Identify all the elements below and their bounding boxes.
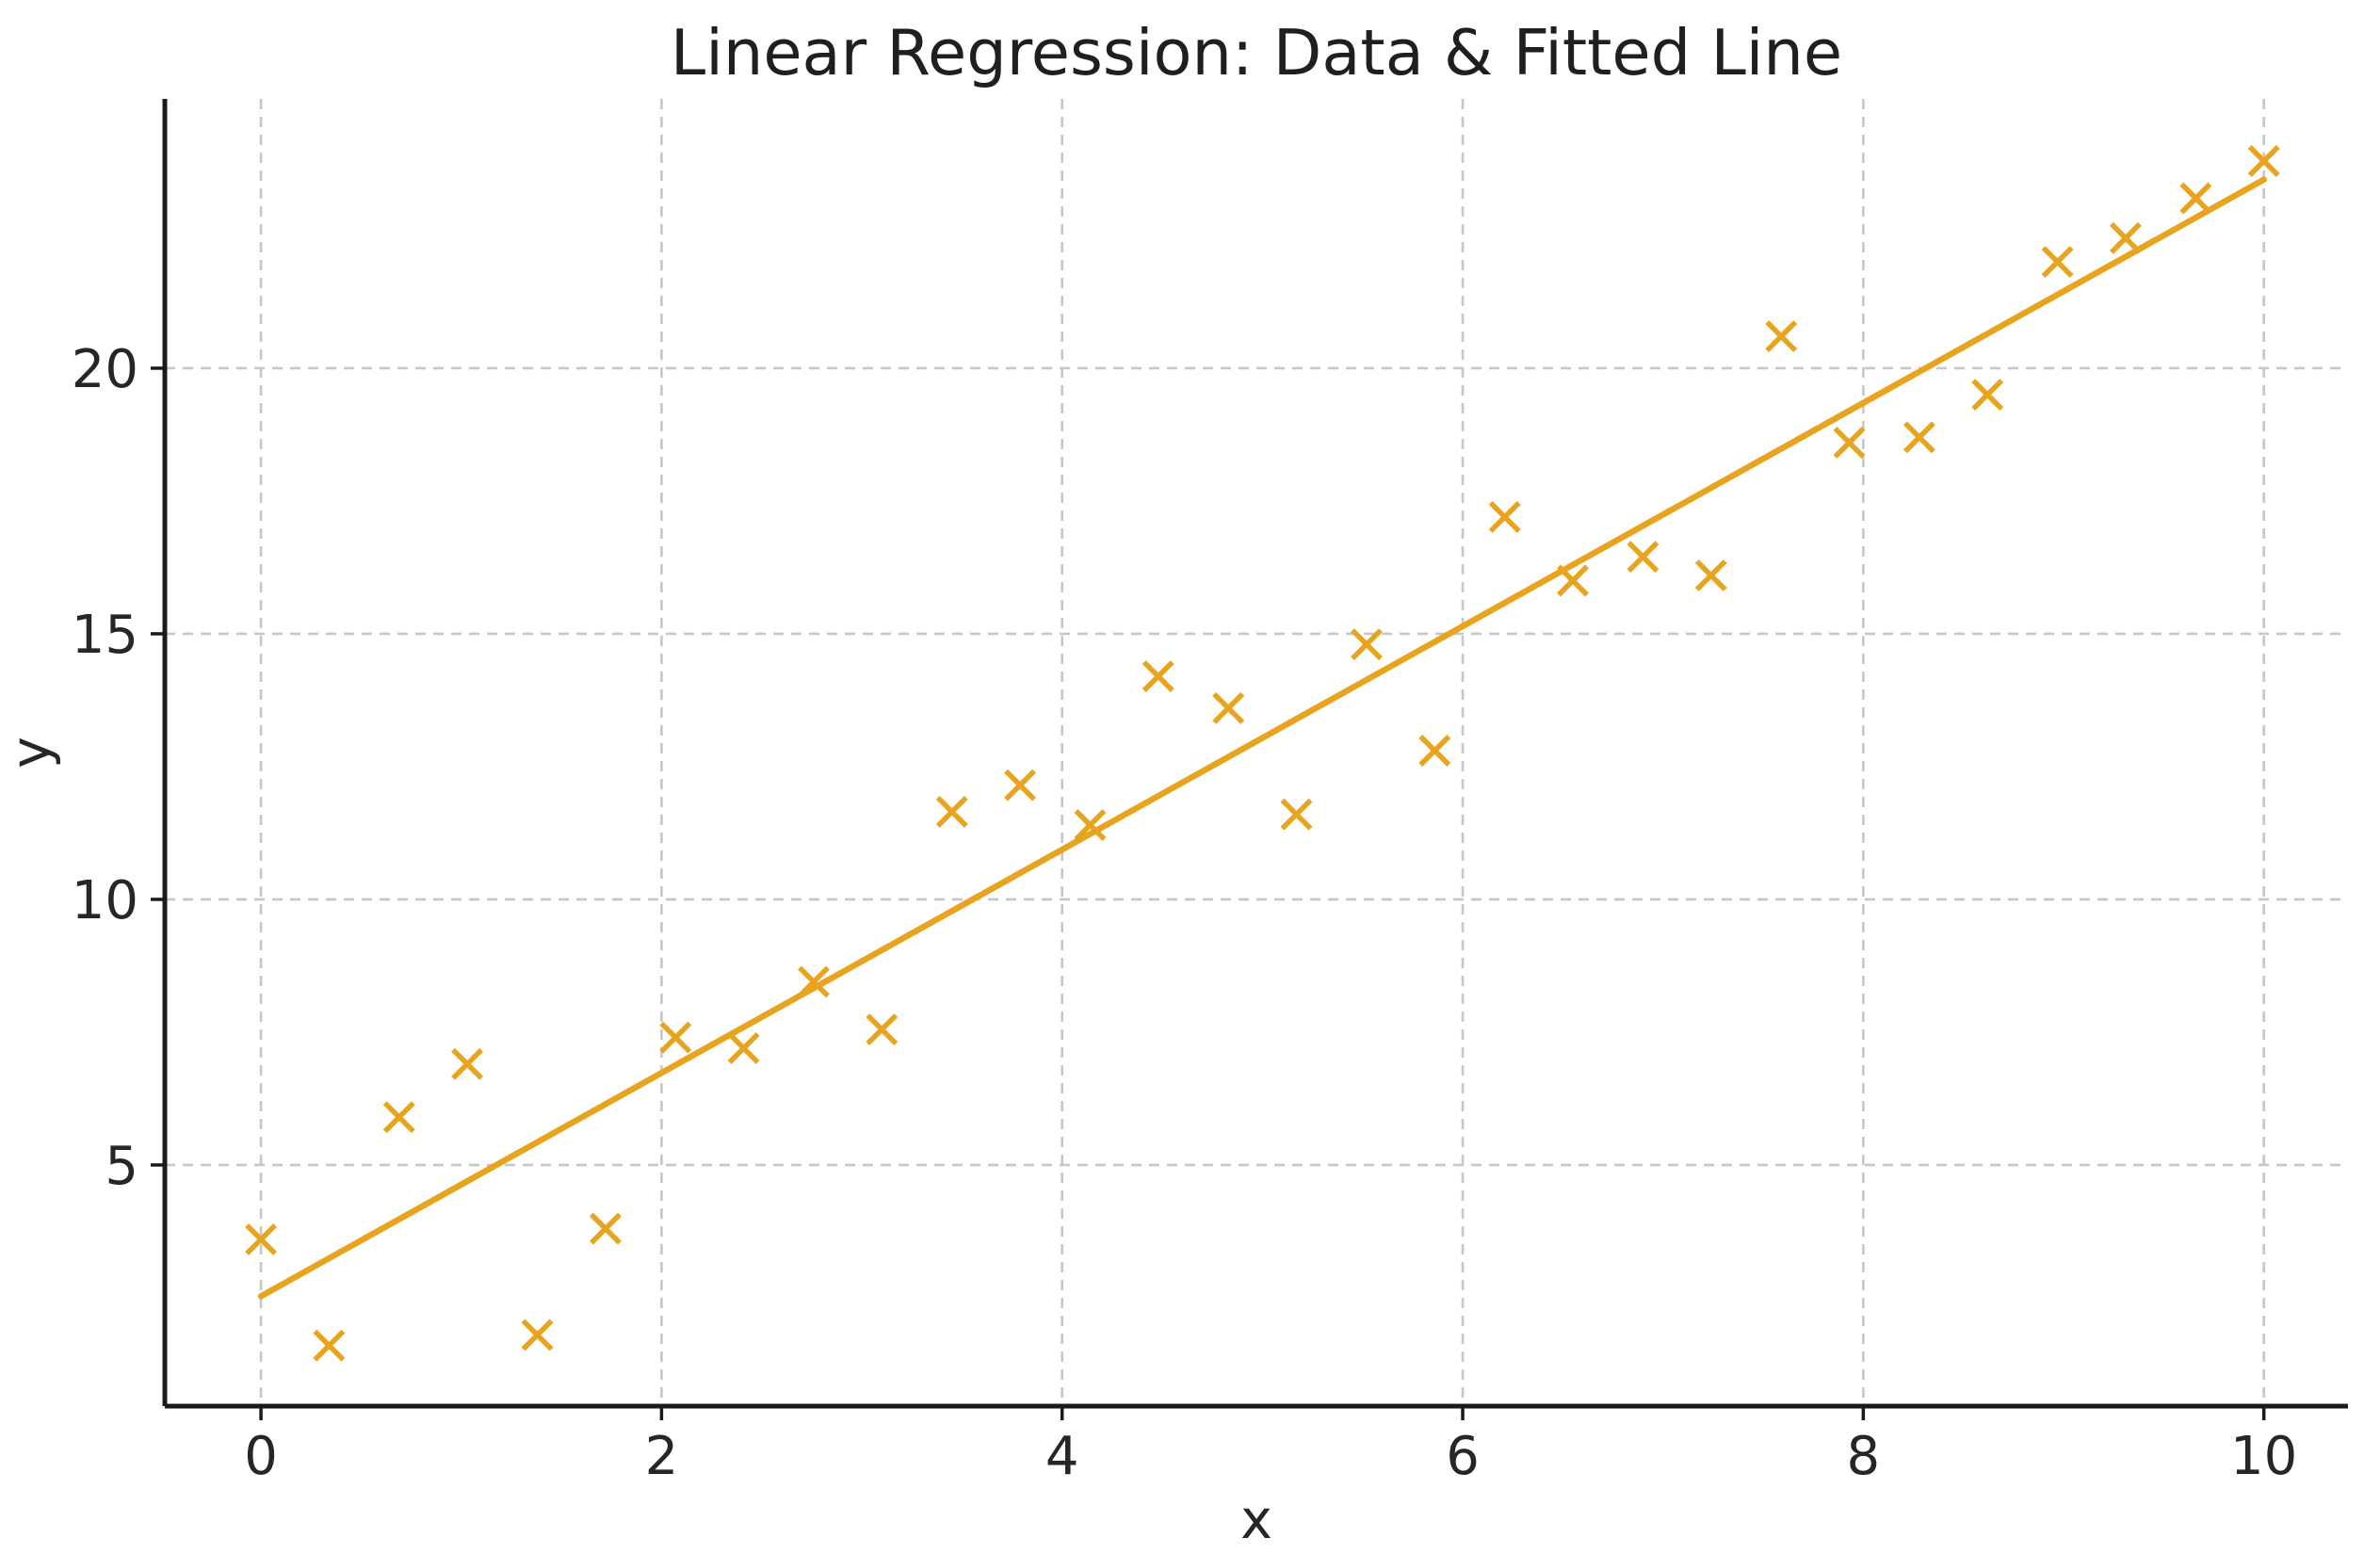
series-layer [245, 145, 2280, 1362]
data-point-marker [2179, 182, 2212, 215]
data-point-marker [1971, 379, 2004, 412]
data-point-marker [1694, 558, 1727, 591]
y-axis-label: y [0, 737, 62, 769]
data-point-marker [935, 795, 968, 828]
tick-layer: 0 2 4 6 8 10 5 10 15 20 [72, 339, 2298, 1487]
data-point-marker [1280, 798, 1313, 831]
data-point-marker [1074, 809, 1107, 841]
data-point-marker [382, 1101, 415, 1134]
data-point-marker [1418, 735, 1451, 767]
x-tick-label: 8 [1847, 1426, 1881, 1487]
data-point-marker [2247, 145, 2280, 177]
data-point-marker [1488, 500, 1521, 533]
data-point-marker [1351, 628, 1383, 661]
data-point-marker [589, 1212, 622, 1245]
x-tick-label: 4 [1045, 1426, 1079, 1487]
data-point-marker [1902, 421, 1935, 454]
y-tick-label: 10 [72, 870, 138, 931]
data-point-marker [313, 1329, 346, 1362]
scatter-series [245, 145, 2280, 1362]
data-point-marker [2109, 221, 2142, 254]
chart-title: Linear Regression: Data & Fitted Line [671, 16, 1842, 89]
data-point-marker [1004, 769, 1037, 801]
data-point-marker [2041, 246, 2074, 279]
x-axis-label: x [1240, 1489, 1272, 1551]
y-tick-label: 15 [72, 605, 138, 666]
x-tick-label: 2 [645, 1426, 679, 1487]
fitted-line [257, 176, 2267, 1300]
x-tick-label: 0 [244, 1426, 278, 1487]
data-point-marker [521, 1319, 554, 1352]
x-tick-label: 6 [1446, 1426, 1480, 1487]
data-point-marker [659, 1021, 692, 1054]
data-point-marker [245, 1222, 278, 1255]
y-tick-label: 20 [72, 339, 138, 400]
data-point-marker [866, 1013, 899, 1046]
y-tick-label: 5 [105, 1136, 138, 1197]
data-point-marker [1765, 320, 1798, 353]
x-tick-label: 10 [2230, 1426, 2297, 1487]
data-point-marker [727, 1031, 760, 1064]
spine-layer [162, 99, 2348, 1409]
data-point-marker [451, 1047, 484, 1080]
data-point-marker [1212, 691, 1245, 724]
data-point-marker [1627, 541, 1660, 574]
grid-layer [165, 99, 2348, 1406]
data-point-marker [1141, 660, 1174, 693]
data-point-marker [1833, 426, 1866, 459]
